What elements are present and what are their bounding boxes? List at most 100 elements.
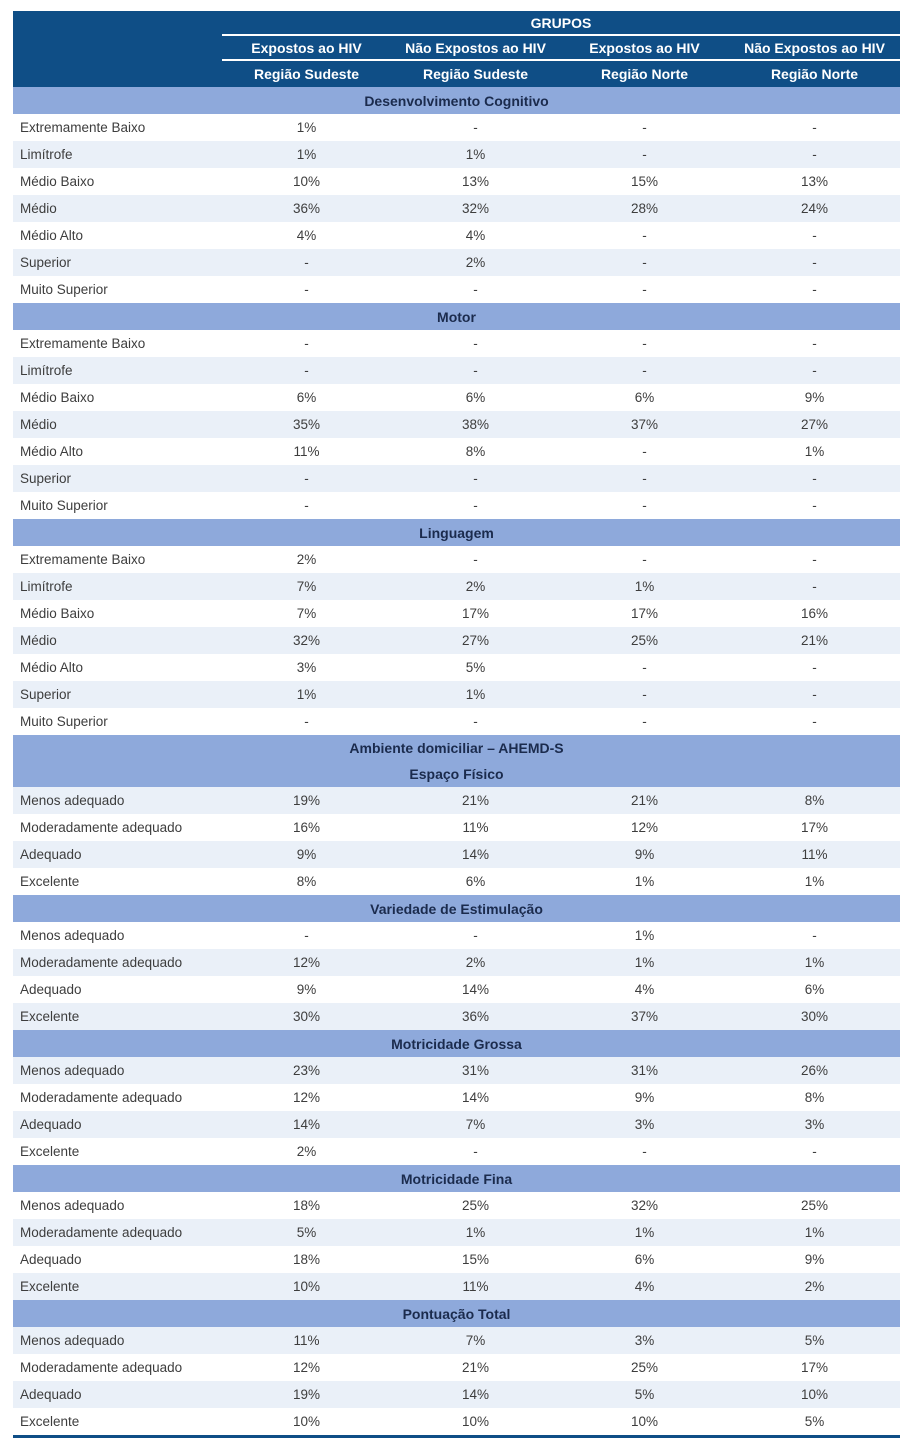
table-row: Excelente 8% 6% 1% 1% — [13, 868, 900, 895]
table-row: Limítrofe 1% 1% - - — [13, 141, 900, 168]
value-cell: 38% — [461, 417, 490, 432]
row-label: Moderadamente adequado — [20, 1090, 183, 1105]
row-label: Superior — [20, 255, 72, 270]
table-row: Médio Alto 3% 5% - - — [13, 654, 900, 681]
value-cell: 2% — [804, 1279, 825, 1294]
value-cell: 1% — [634, 955, 655, 970]
table-row: Médio 36% 32% 28% 24% — [13, 195, 900, 222]
value-cell: 11% — [293, 1333, 320, 1348]
table-row: Menos adequado 11% 7% 3% 5% — [13, 1327, 900, 1354]
value-cell: 1% — [296, 120, 317, 135]
table-row: Adequado 9% 14% 9% 11% — [13, 841, 900, 868]
value-cell: 1% — [634, 1225, 655, 1240]
row-label: Médio — [20, 201, 57, 216]
value-cell: - — [812, 498, 817, 513]
value-cell: - — [304, 363, 309, 378]
value-cell: - — [642, 687, 647, 702]
value-cell: 3% — [804, 1117, 825, 1132]
row-label: Superior — [20, 471, 72, 486]
value-cell: 31% — [630, 1063, 659, 1078]
value-cell: 37% — [630, 1009, 659, 1024]
table-row: Excelente 10% 11% 4% 2% — [13, 1273, 900, 1300]
value-cell: 8% — [804, 793, 825, 808]
section-title: Ambiente domiciliar – AHEMD-S — [349, 740, 564, 756]
value-cell: 14% — [461, 1387, 490, 1402]
value-cell: 10% — [630, 1414, 659, 1429]
section-band: Linguagem — [13, 519, 900, 546]
value-cell: - — [812, 228, 817, 243]
value-cell: 6% — [465, 390, 486, 405]
row-label: Moderadamente adequado — [20, 820, 183, 835]
table-row: Superior - - - - — [13, 465, 900, 492]
value-cell: - — [304, 282, 309, 297]
table-row: Menos adequado 23% 31% 31% 26% — [13, 1057, 900, 1084]
header-stub-cell — [13, 11, 222, 87]
grupos-title: GRUPOS — [222, 11, 900, 36]
table-row: Médio Alto 4% 4% - - — [13, 222, 900, 249]
column-header-expostos-norte: Expostos ao HIV — [560, 35, 729, 61]
value-cell: 16% — [800, 606, 829, 621]
row-label: Moderadamente adequado — [20, 955, 183, 970]
value-cell: - — [642, 498, 647, 513]
value-cell: - — [642, 120, 647, 135]
value-cell: - — [812, 255, 817, 270]
value-cell: 14% — [461, 1090, 490, 1105]
table-row: Muito Superior - - - - — [13, 276, 900, 303]
value-cell: 9% — [804, 1252, 825, 1267]
row-label: Extremamente Baixo — [20, 120, 146, 135]
value-cell: - — [812, 687, 817, 702]
value-cell: - — [473, 471, 478, 486]
value-cell: 12% — [292, 955, 321, 970]
value-cell: - — [304, 336, 309, 351]
value-cell: - — [473, 282, 478, 297]
table-row: Superior 1% 1% - - — [13, 681, 900, 708]
row-label: Excelente — [20, 1279, 80, 1294]
region-header-row: Região Sudeste Região Sudeste Região Nor… — [13, 60, 900, 87]
row-label: Adequado — [20, 1387, 82, 1402]
value-cell: 3% — [634, 1117, 655, 1132]
value-cell: 17% — [630, 606, 659, 621]
table-header: GRUPOS Expostos ao HIV Não Expostos ao H… — [13, 11, 900, 87]
row-label: Excelente — [20, 1414, 80, 1429]
section-title: Pontuação Total — [13, 1300, 900, 1327]
value-cell: 2% — [465, 579, 486, 594]
value-cell: 9% — [804, 390, 825, 405]
value-cell: - — [304, 498, 309, 513]
row-label: Médio Baixo — [20, 390, 95, 405]
section-title: Motricidade Grossa — [13, 1030, 900, 1057]
table-row: Médio 32% 27% 25% 21% — [13, 627, 900, 654]
value-cell: - — [812, 660, 817, 675]
table-row: Adequado 9% 14% 4% 6% — [13, 976, 900, 1003]
value-cell: 21% — [461, 1360, 490, 1375]
row-label: Adequado — [20, 982, 82, 997]
value-cell: - — [473, 363, 478, 378]
value-cell: 23% — [292, 1063, 321, 1078]
value-cell: 24% — [800, 201, 829, 216]
value-cell: - — [473, 498, 478, 513]
value-cell: 10% — [461, 1414, 490, 1429]
section-title: Variedade de Estimulação — [13, 895, 900, 922]
value-cell: - — [812, 1144, 817, 1159]
value-cell: 1% — [465, 1225, 486, 1240]
value-cell: 1% — [804, 874, 825, 889]
value-cell: 9% — [296, 982, 317, 997]
section-band: Desenvolvimento Cognitivo — [13, 87, 900, 114]
row-label: Menos adequado — [20, 928, 125, 943]
table-row: Menos adequado 19% 21% 21% 8% — [13, 787, 900, 814]
value-cell: - — [473, 714, 478, 729]
row-label: Muito Superior — [20, 714, 108, 729]
value-cell: - — [642, 714, 647, 729]
region-header-sudeste-1: Região Sudeste — [222, 60, 391, 87]
value-cell: 7% — [296, 579, 317, 594]
value-cell: 2% — [296, 552, 317, 567]
value-cell: 28% — [630, 201, 659, 216]
value-cell: 11% — [801, 847, 828, 862]
row-label: Limítrofe — [20, 147, 73, 162]
value-cell: 27% — [461, 633, 490, 648]
row-label: Médio Baixo — [20, 174, 95, 189]
table-row: Moderadamente adequado 12% 2% 1% 1% — [13, 949, 900, 976]
value-cell: - — [304, 471, 309, 486]
value-cell: 17% — [461, 606, 490, 621]
row-label: Médio Baixo — [20, 606, 95, 621]
row-label: Muito Superior — [20, 498, 108, 513]
